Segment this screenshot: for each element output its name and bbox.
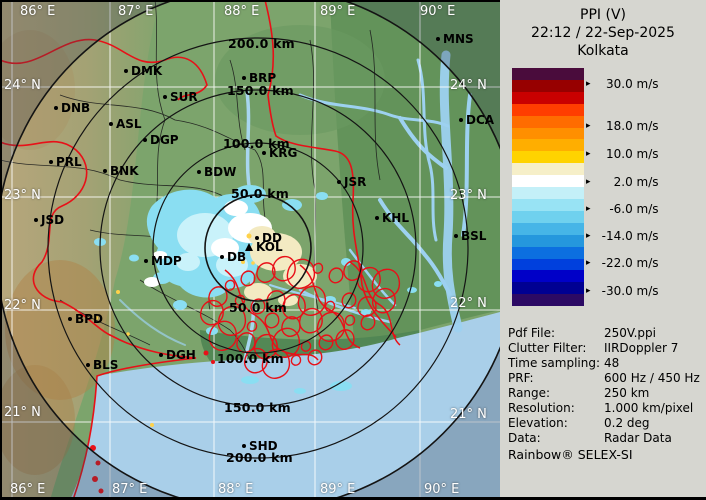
product-timestamp: 22:12 / 22-Sep-2025 xyxy=(531,25,675,41)
info-label: Range: xyxy=(508,385,551,400)
legend-value: 18.0 m/s xyxy=(606,119,659,133)
info-row: Range: 250 km xyxy=(508,385,704,400)
info-value: 600 Hz / 450 Hz xyxy=(604,370,700,385)
legend-tick-icon: ▸ xyxy=(586,285,591,296)
legend-color-band xyxy=(512,258,584,271)
info-label: Time sampling: xyxy=(508,355,601,370)
legend-color-band xyxy=(512,115,584,128)
range-rings xyxy=(0,0,500,500)
map-border-top xyxy=(0,0,500,2)
info-label: Pdf File: xyxy=(508,325,556,340)
info-value: 250 km xyxy=(604,385,650,400)
legend-label: ▸ 2.0 m/s xyxy=(586,175,659,189)
legend-color-band xyxy=(512,246,584,259)
info-row: Data: Radar Data xyxy=(508,430,704,445)
info-row: Pdf File: 250V.ppi xyxy=(508,325,704,340)
legend-color-band xyxy=(512,270,584,283)
info-label: Resolution: xyxy=(508,400,575,415)
legend-value: 30.0 m/s xyxy=(606,77,659,91)
legend-color-band xyxy=(512,282,584,295)
legend-color-band xyxy=(512,139,584,152)
info-value: 48 xyxy=(604,355,620,370)
info-row: Elevation: 0.2 deg xyxy=(508,415,704,430)
legend-label: ▸ -22.0 m/s xyxy=(586,256,659,270)
product-title: PPI (V) xyxy=(580,7,626,23)
info-row: Time sampling: 48 xyxy=(508,355,704,370)
legend-label: ▸ -30.0 m/s xyxy=(586,284,659,298)
software-brand: Rainbow® SELEX-SI xyxy=(508,447,633,462)
legend-label: ▸ -14.0 m/s xyxy=(586,229,659,243)
legend-label: ▸ 18.0 m/s xyxy=(586,119,659,133)
info-row: Clutter Filter: IIRDoppler 7 xyxy=(508,340,704,355)
velocity-color-scale xyxy=(512,68,584,307)
legend-color-band xyxy=(512,91,584,104)
product-info-table: Pdf File: 250V.ppi Clutter Filter: IIRDo… xyxy=(508,325,704,445)
info-label: Elevation: xyxy=(508,415,568,430)
window-bottom-border xyxy=(0,497,706,500)
legend-value: -22.0 m/s xyxy=(601,256,659,270)
info-label: Clutter Filter: xyxy=(508,340,587,355)
legend-color-band xyxy=(512,127,584,140)
info-value: IIRDoppler 7 xyxy=(604,340,679,355)
legend-color-band xyxy=(512,222,584,235)
legend-color-band xyxy=(512,79,584,92)
legend-tick-icon: ▸ xyxy=(586,78,591,89)
legend-label: ▸ 30.0 m/s xyxy=(586,77,659,91)
legend-color-band xyxy=(512,68,584,80)
legend-label: ▸ 10.0 m/s xyxy=(586,147,659,161)
legend-color-band xyxy=(512,103,584,116)
info-row: Resolution: 1.000 km/pixel xyxy=(508,400,704,415)
info-value: 1.000 km/pixel xyxy=(604,400,694,415)
legend-color-band xyxy=(512,198,584,211)
legend-color-band xyxy=(512,294,584,307)
legend-value: -14.0 m/s xyxy=(601,229,659,243)
radar-site-name: Kolkata xyxy=(577,43,629,59)
legend-tick-icon: ▸ xyxy=(586,148,591,159)
info-label: PRF: xyxy=(508,370,534,385)
velocity-scale-labels: ▸ 30.0 m/s ▸ 18.0 m/s ▸ 10.0 m/s ▸ 2.0 m… xyxy=(586,68,702,306)
info-row: PRF: 600 Hz / 450 Hz xyxy=(508,370,704,385)
legend-tick-icon: ▸ xyxy=(586,176,591,187)
legend-color-band xyxy=(512,175,584,188)
radar-map: 86° E 87° E 88° E 89° E 90° E 86° E 87° E 88° E… xyxy=(0,0,500,500)
legend-color-band xyxy=(512,163,584,176)
info-value: Radar Data xyxy=(604,430,672,445)
radar-map-canvas xyxy=(0,0,500,500)
info-value: 0.2 deg xyxy=(604,415,650,430)
legend-color-band xyxy=(512,210,584,223)
side-panel: PPI (V) 22:12 / 22-Sep-2025 Kolkata ▸ 30… xyxy=(500,0,706,500)
legend-color-band xyxy=(512,234,584,247)
legend-tick-icon: ▸ xyxy=(586,120,591,131)
legend-value: -30.0 m/s xyxy=(601,284,659,298)
legend-label: ▸ -6.0 m/s xyxy=(586,202,659,216)
legend-value: -6.0 m/s xyxy=(609,202,659,216)
legend-tick-icon: ▸ xyxy=(586,230,591,241)
legend-tick-icon: ▸ xyxy=(586,203,591,214)
info-value: 250V.ppi xyxy=(604,325,656,340)
legend-value: 2.0 m/s xyxy=(613,175,659,189)
legend-color-band xyxy=(512,151,584,164)
legend-tick-icon: ▸ xyxy=(586,257,591,268)
info-label: Data: xyxy=(508,430,541,445)
legend-color-band xyxy=(512,187,584,199)
map-border-left xyxy=(0,0,2,500)
legend-value: 10.0 m/s xyxy=(606,147,659,161)
